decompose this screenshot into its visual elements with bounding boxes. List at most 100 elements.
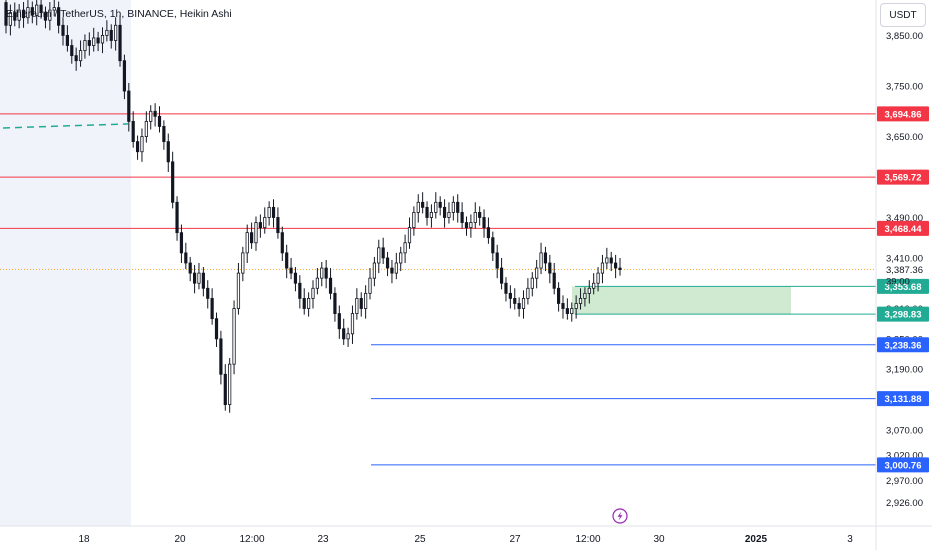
candle	[618, 267, 622, 270]
time-tick-label: 12:00	[575, 534, 600, 545]
candle	[21, 9, 26, 19]
candle	[416, 201, 420, 213]
candle	[285, 252, 289, 269]
candle	[570, 308, 574, 314]
time-tick-label: 3	[847, 534, 853, 545]
candle	[249, 232, 254, 244]
candle	[429, 212, 434, 218]
candle	[171, 161, 175, 203]
candle	[315, 277, 319, 289]
candle	[228, 363, 232, 406]
candle	[565, 308, 569, 314]
candle	[201, 272, 205, 289]
candle	[596, 272, 600, 284]
candle	[412, 212, 416, 228]
candle	[307, 298, 311, 309]
price-tick-label: 3,490.00	[886, 213, 923, 224]
candle	[552, 272, 556, 289]
resistance-price-label-text: 3,468.44	[885, 224, 923, 235]
candle	[425, 206, 429, 218]
candle	[407, 227, 412, 244]
candle	[78, 50, 83, 62]
currency-button[interactable]: USDT	[880, 3, 926, 27]
lightning-icon[interactable]	[612, 508, 628, 524]
price-tick-label: 2,926.00	[886, 498, 923, 509]
support-price-label	[877, 391, 929, 407]
candle	[87, 40, 91, 46]
candle	[337, 313, 341, 330]
candle	[109, 29, 113, 41]
resistance-price-label	[877, 169, 929, 185]
candle	[254, 222, 258, 244]
candle	[539, 252, 543, 269]
price-tick-label: 3,650.00	[886, 132, 923, 143]
candle	[442, 206, 447, 218]
candle	[122, 60, 127, 92]
candle	[486, 227, 491, 239]
candle	[4, 2, 8, 26]
candle	[517, 303, 521, 309]
candle	[144, 120, 148, 137]
candle	[188, 262, 192, 274]
candle	[460, 212, 464, 223]
candle	[245, 232, 249, 254]
candle	[105, 29, 109, 36]
candle	[302, 298, 306, 309]
candle	[223, 373, 227, 406]
last-price-label: 3,387.36	[886, 265, 923, 276]
candle	[499, 267, 504, 284]
candle	[421, 201, 425, 208]
candle	[469, 222, 473, 228]
candle	[521, 298, 526, 309]
candle	[587, 287, 591, 294]
candle	[70, 45, 74, 57]
zone-top-price-label-text: 3,353.68	[885, 282, 922, 293]
time-tick-label: 30	[653, 534, 665, 545]
candle	[162, 126, 166, 143]
candle	[271, 206, 276, 218]
price-tick-label: 3,410.00	[886, 253, 923, 264]
candle	[583, 292, 587, 299]
candle	[368, 277, 372, 294]
candle	[434, 201, 438, 213]
time-tick-label: 23	[317, 534, 329, 545]
candle	[324, 267, 328, 279]
candle	[464, 222, 469, 228]
candle	[206, 287, 210, 299]
candle	[561, 303, 565, 309]
candle	[52, 7, 56, 11]
candle	[548, 262, 552, 274]
support-price-label-text: 3,131.88	[885, 394, 922, 405]
candle	[614, 262, 618, 269]
candle	[320, 267, 324, 279]
candle	[451, 201, 455, 213]
candle	[35, 4, 39, 16]
candle	[175, 201, 179, 234]
zone-top-price-label	[877, 278, 929, 294]
candle	[184, 252, 188, 264]
candle	[530, 277, 534, 289]
candle	[372, 262, 377, 279]
candle	[39, 4, 43, 14]
candle	[214, 318, 219, 340]
resistance-price-label-text: 3,694.86	[885, 109, 922, 120]
price-tick-label: 3,850.00	[886, 31, 923, 42]
candle	[456, 201, 460, 213]
candle	[83, 40, 87, 51]
candle	[13, 12, 17, 21]
demand-zone[interactable]	[572, 286, 791, 315]
support-price-label-text: 3,238.36	[885, 340, 922, 351]
candle	[258, 222, 262, 228]
candle	[153, 110, 157, 117]
candle	[311, 287, 315, 299]
candle	[166, 141, 170, 163]
candle	[48, 9, 52, 21]
resistance-price-label	[877, 106, 929, 122]
candle	[600, 262, 605, 274]
candle	[495, 252, 499, 269]
time-tick-label: 12:00	[239, 534, 264, 545]
dashed-trendline[interactable]	[2, 123, 129, 129]
candle	[385, 257, 390, 269]
